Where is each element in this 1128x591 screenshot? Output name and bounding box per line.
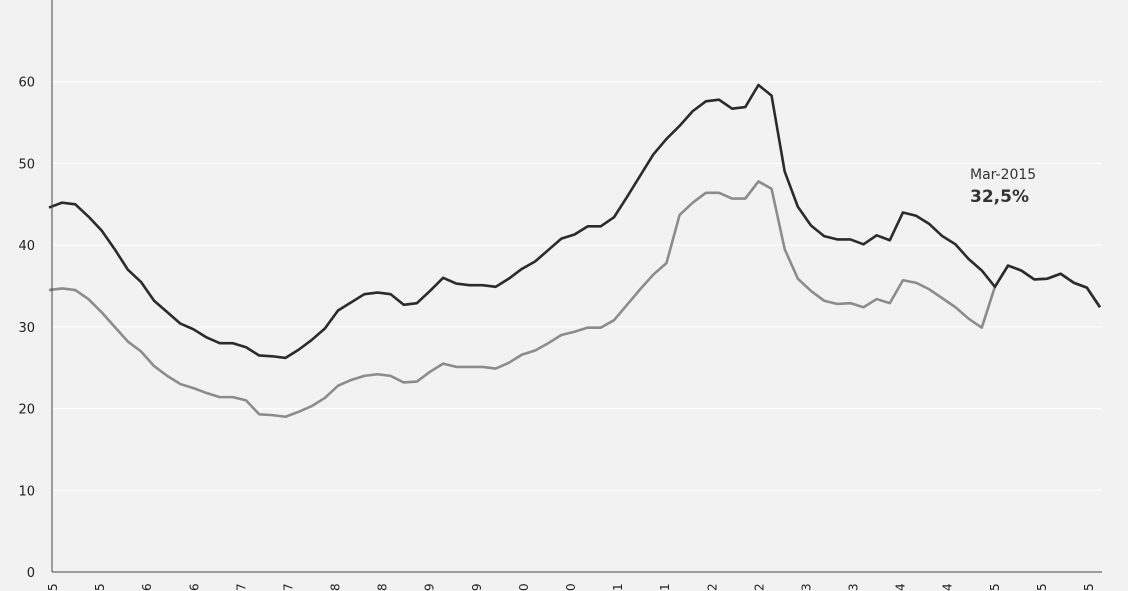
x-tick-label: 5 — [46, 583, 60, 591]
y-tick-label: 40 — [18, 239, 35, 254]
x-tick-label: 7 — [281, 583, 295, 591]
callout: Mar-2015 32,5% — [970, 167, 1036, 207]
x-tick-label: 7 — [234, 583, 248, 591]
y-tick-label: 50 — [18, 157, 35, 172]
y-tick-label: 60 — [18, 76, 35, 91]
x-tick-label: 1 — [658, 583, 672, 591]
gridlines — [52, 81, 1102, 491]
x-tick-label: 3 — [799, 583, 813, 591]
x-tick-label: 5 — [988, 583, 1002, 591]
series-lines — [48, 83, 1102, 419]
y-tick-label: 20 — [18, 403, 35, 418]
x-tick-label: 4 — [894, 583, 908, 591]
x-tick-label: 6 — [140, 583, 154, 591]
x-tick-label: 0 — [564, 583, 578, 591]
x-axis-ticks: 5 5 6 6 7 7 8 8 9 9 0 0 1 1 2 2 3 3 4 4 5 5 5 — [46, 583, 1096, 591]
x-tick-label: 8 — [329, 583, 343, 591]
x-tick-label: 2 — [752, 583, 766, 591]
x-tick-label: 4 — [941, 583, 955, 591]
callout-value: 32,5% — [970, 187, 1029, 207]
x-tick-label: 9 — [423, 583, 437, 591]
series-line-dark — [48, 83, 1102, 360]
x-tick-label: 5 — [93, 583, 107, 591]
y-tick-label: 30 — [18, 321, 35, 336]
x-tick-label: 8 — [376, 583, 390, 591]
y-axis-ticks: 0 10 20 30 40 50 60 — [18, 76, 35, 581]
x-tick-label: 0 — [517, 583, 531, 591]
x-tick-label: 5 — [1035, 583, 1049, 591]
x-tick-label: 3 — [847, 583, 861, 591]
x-tick-label: 2 — [705, 583, 719, 591]
x-tick-label: 9 — [470, 583, 484, 591]
x-tick-label: 1 — [611, 583, 625, 591]
x-tick-label: 5 — [1082, 583, 1096, 591]
x-tick-label: 6 — [187, 583, 201, 591]
series-line-light — [48, 180, 1102, 419]
y-tick-label: 0 — [27, 566, 35, 581]
y-tick-label: 10 — [18, 484, 35, 499]
callout-date: Mar-2015 — [970, 167, 1036, 183]
